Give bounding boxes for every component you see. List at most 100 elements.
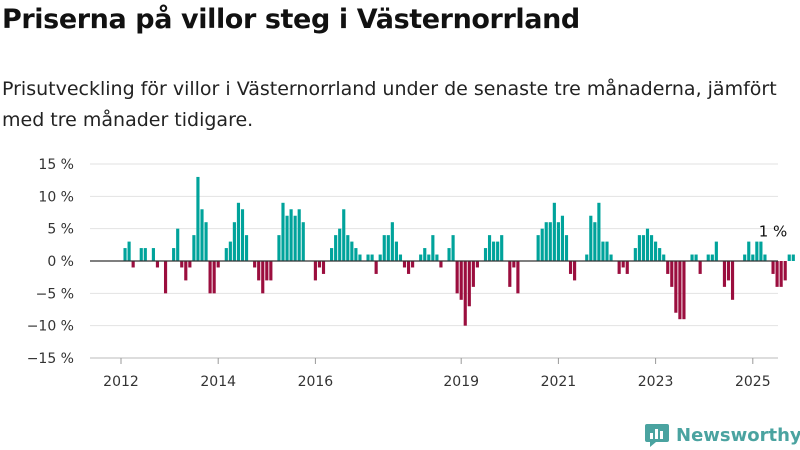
- newsworthy-logo-text: Newsworthy: [676, 424, 800, 446]
- bar: [224, 248, 228, 261]
- x-tick-label: 2019: [443, 374, 479, 390]
- bar: [350, 241, 354, 261]
- y-tick-label: 0 %: [47, 254, 74, 270]
- bar: [662, 254, 666, 261]
- bar: [293, 215, 297, 261]
- bar: [313, 261, 317, 281]
- bar: [654, 241, 658, 261]
- bar: [394, 241, 398, 261]
- bar: [192, 235, 196, 261]
- bar: [475, 261, 479, 268]
- bar: [342, 209, 346, 261]
- bar: [386, 235, 390, 261]
- bar: [500, 235, 504, 261]
- bar: [783, 261, 787, 281]
- bar: [236, 202, 241, 261]
- bar: [200, 209, 204, 261]
- bar: [382, 235, 386, 261]
- bar: [645, 228, 650, 261]
- bar: [471, 261, 475, 287]
- bar: [334, 235, 338, 261]
- bar: [406, 261, 411, 274]
- value-annotation: 1 %: [759, 223, 788, 241]
- bar: [451, 235, 455, 261]
- bar: [649, 235, 654, 261]
- bar: [321, 261, 326, 274]
- bar: [131, 261, 135, 268]
- x-tick-label: 2016: [298, 374, 334, 390]
- bar: [123, 248, 127, 261]
- x-tick-label: 2025: [735, 374, 771, 390]
- bar: [771, 261, 775, 274]
- bar: [155, 261, 160, 268]
- bar: [240, 209, 245, 261]
- bar: [459, 261, 463, 300]
- bar: [496, 241, 500, 261]
- bar: [609, 254, 613, 261]
- bar: [208, 261, 212, 294]
- y-tick-label: 5 %: [47, 222, 74, 238]
- annotations: 1 %: [759, 223, 788, 241]
- bar: [232, 222, 236, 261]
- bar: [277, 235, 281, 261]
- bar: [143, 248, 147, 261]
- bar: [402, 261, 407, 268]
- bar: [791, 254, 795, 261]
- bar: [678, 261, 682, 320]
- bar: [690, 254, 694, 261]
- bar: [560, 215, 565, 261]
- bar: [196, 176, 200, 261]
- bar: [540, 228, 544, 261]
- bar: [289, 209, 293, 261]
- bar: [163, 261, 168, 294]
- bar: [751, 254, 755, 261]
- bar: [666, 261, 670, 274]
- bar: [637, 235, 641, 261]
- bar: [601, 241, 605, 261]
- x-axis: 2012 2014 2016 2019 2021 2023 2025: [90, 260, 778, 390]
- bar: [585, 254, 589, 261]
- bar: [779, 261, 783, 287]
- y-tick-label: 15 %: [38, 157, 74, 173]
- bar: [516, 261, 520, 294]
- bar: [281, 202, 285, 261]
- x-tick-label: 2021: [541, 374, 577, 390]
- bar: [633, 248, 637, 261]
- bar: [151, 248, 155, 261]
- bars: [123, 176, 795, 326]
- bar: [269, 261, 273, 281]
- bar: [180, 261, 184, 268]
- bar: [212, 261, 216, 294]
- bar: [573, 261, 577, 281]
- bar: [297, 209, 301, 261]
- bar: [346, 235, 350, 261]
- bar: [682, 261, 686, 320]
- bar: [301, 222, 305, 261]
- bar: [467, 261, 471, 307]
- bar: [261, 261, 265, 294]
- bar: [463, 261, 467, 326]
- bar: [536, 235, 540, 261]
- bar: [366, 254, 370, 261]
- bar: [605, 241, 609, 261]
- bar: [775, 261, 779, 287]
- bar: [354, 248, 358, 261]
- bar: [257, 261, 261, 281]
- y-tick-label: −10 %: [27, 319, 74, 335]
- bar: [670, 261, 674, 287]
- x-tick-label: 2023: [638, 374, 674, 390]
- y-tick-label: 10 %: [38, 189, 74, 205]
- bar: [508, 261, 512, 287]
- bar: [589, 215, 593, 261]
- bar: [374, 261, 378, 274]
- bar: [512, 261, 516, 268]
- bar: [427, 254, 431, 261]
- newsworthy-logo: Newsworthy: [644, 420, 800, 450]
- bar: [253, 261, 257, 268]
- bar: [564, 235, 569, 261]
- bar: [330, 248, 334, 261]
- bar: [759, 241, 763, 261]
- bar: [747, 241, 751, 261]
- bar: [439, 261, 443, 268]
- bar: [625, 261, 629, 274]
